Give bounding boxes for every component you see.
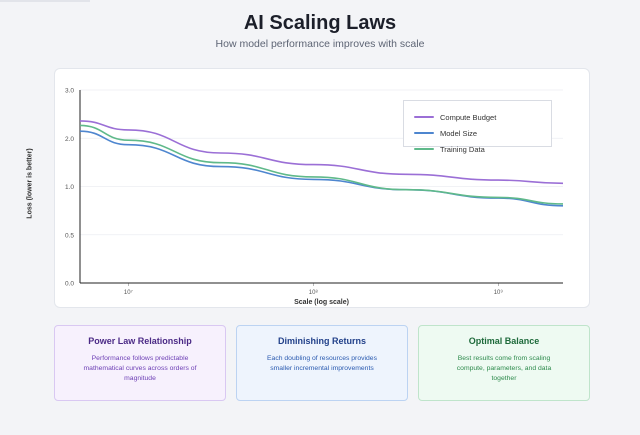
x-tick-label: 10⁷ (124, 289, 133, 296)
card-text: Each doubling of resources provides smal… (267, 355, 377, 372)
legend-item-training-data[interactable]: Training Data (404, 141, 551, 157)
page-subtitle: How model performance improves with scal… (215, 38, 425, 50)
y-tick-label: 0.0 (65, 281, 74, 288)
series-line-compute-budget (79, 120, 564, 185)
legend-swatch-compute-budget (414, 116, 434, 118)
y-tick-label: 1.0 (65, 184, 74, 191)
card-text: Best results come from scaling compute, … (456, 355, 552, 382)
chart-legend: Compute Budget Model Size Training Data (403, 100, 552, 154)
card-title: Optimal Balance (468, 336, 540, 346)
legend-label: Model Size (440, 128, 478, 138)
series-line-training-data (79, 124, 564, 205)
legend-swatch-model-size (414, 132, 434, 134)
y-tick-label: 0.5 (65, 232, 74, 239)
y-tick-label: 2.0 (65, 136, 74, 143)
insight-cards: Power Law Relationship Performance follo… (54, 325, 590, 401)
legend-item-model-size[interactable]: Model Size (404, 125, 551, 141)
x-tick-label: 10⁸ (309, 289, 319, 296)
page-title: AI Scaling Laws (243, 12, 397, 34)
x-axis-title: Scale (log scale) (294, 299, 349, 306)
insight-card-diminishing-returns: Diminishing Returns Each doubling of res… (236, 325, 408, 401)
legend-swatch-training-data (414, 148, 434, 150)
top-edge-bar (0, 0, 90, 2)
legend-label: Training Data (440, 144, 485, 154)
insight-card-power-law: Power Law Relationship Performance follo… (54, 325, 226, 401)
legend-item-compute-budget[interactable]: Compute Budget (404, 109, 551, 125)
x-tick-label: 10⁹ (494, 289, 504, 296)
card-text: Performance follows predictable mathemat… (83, 355, 197, 382)
insight-card-optimal-balance: Optimal Balance Best results come from s… (418, 325, 590, 401)
card-title: Power Law Relationship (88, 336, 192, 346)
legend-label: Compute Budget (440, 112, 497, 122)
card-title: Diminishing Returns (277, 336, 366, 346)
y-axis-title: Loss (lower is better) (26, 148, 34, 219)
y-tick-label: 3.0 (65, 88, 74, 95)
